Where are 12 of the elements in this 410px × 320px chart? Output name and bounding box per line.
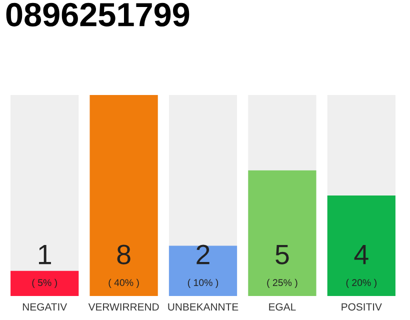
x-tick-label: EGAL xyxy=(269,303,296,311)
bar xyxy=(10,270,79,296)
data-label: 8 ( 40% ) xyxy=(108,244,139,288)
x-tick-label: NEGATIV xyxy=(22,303,68,311)
x-tick-label: VERWIRREND xyxy=(88,303,159,310)
data-label: 5 ( 25% ) xyxy=(267,244,298,288)
x-tick-label: UNBEKANNTE xyxy=(168,303,238,311)
data-label: 4 ( 20% ) xyxy=(346,244,376,288)
x-tick-label: POSITIV xyxy=(342,303,382,311)
chart-title: 0896251799 xyxy=(6,2,190,26)
data-label: 1 ( 5% ) xyxy=(32,244,57,288)
data-label: 2 ( 10% ) xyxy=(188,244,218,288)
